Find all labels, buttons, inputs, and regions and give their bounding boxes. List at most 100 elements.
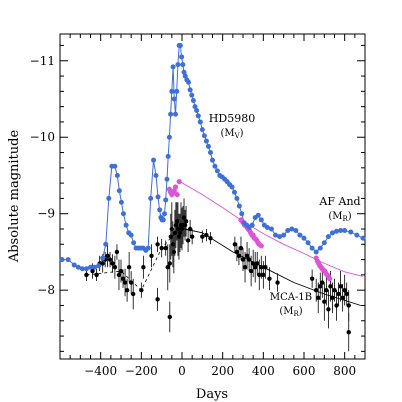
hd5980-point	[317, 245, 323, 251]
mca1b-point	[173, 222, 179, 228]
mca1b-point	[187, 226, 193, 232]
hd5980-point	[229, 184, 235, 190]
hd5980-point	[151, 157, 157, 163]
y-tick-label: −11	[30, 54, 55, 68]
hd5980-point	[71, 262, 77, 268]
mca1b-point	[338, 284, 343, 289]
mca1b-point	[320, 280, 325, 285]
mca1b-point	[189, 234, 195, 239]
hd5980-point	[329, 230, 335, 236]
hd5980-point	[174, 88, 180, 94]
hd5980-point	[192, 104, 198, 110]
afand-band: (MR)	[328, 211, 351, 223]
mca1b-point	[155, 242, 160, 247]
x-axis-label: Days	[196, 387, 228, 402]
hd5980-point	[59, 257, 65, 263]
hd5980-point	[112, 163, 118, 169]
hd5980-point	[118, 199, 124, 205]
axes: −400 −200 0 200 400 600 800 −8 −9 −10 −11	[30, 34, 366, 378]
mca1b-point	[244, 253, 250, 258]
mca1b-point	[155, 297, 160, 302]
hd5980-point	[273, 232, 279, 238]
x-tick-label: −200	[125, 364, 158, 378]
mca1b-point	[167, 314, 172, 320]
mca1b-point	[105, 253, 110, 258]
hd5980-point	[155, 194, 161, 200]
mca1b-point	[316, 295, 321, 301]
hd5980-point	[163, 197, 169, 203]
x-tick-label: −400	[84, 364, 117, 378]
hd5980-point	[201, 133, 207, 139]
hd5980-point	[334, 228, 340, 234]
mca1b-point	[200, 234, 205, 239]
hd5980-point	[268, 226, 274, 232]
hd5980-point	[342, 228, 348, 234]
mca1b-point	[232, 242, 238, 247]
hd5980-point	[169, 88, 175, 94]
mca1b-point	[171, 249, 177, 255]
mca1b-point	[246, 257, 252, 262]
mca1b-point	[263, 265, 268, 270]
hd5980-point	[96, 263, 102, 269]
hd5980-point	[207, 150, 213, 156]
mca1b-point	[169, 226, 175, 232]
hd5980-point	[277, 234, 283, 240]
mca1b-point	[261, 272, 266, 278]
mca1b-point	[255, 261, 260, 266]
hd5980-point	[195, 113, 201, 119]
x-tick-label: 200	[211, 364, 234, 378]
mca1b-point	[128, 280, 134, 285]
hd5980-point	[321, 240, 327, 246]
mca1b-point	[326, 307, 331, 312]
afand-label: AF And	[318, 195, 360, 208]
hd5980-point	[197, 119, 203, 125]
mca1b-point	[94, 272, 99, 278]
hd5980-point	[177, 42, 183, 48]
hd5980-point	[160, 217, 166, 223]
hd5980-point	[264, 224, 270, 230]
mca1b-point	[177, 230, 183, 236]
mca1b-point	[240, 257, 246, 262]
mca1b-point	[114, 249, 120, 255]
hd5980-point	[301, 235, 307, 241]
y-tick-label: −10	[30, 130, 55, 144]
mca1b-point	[118, 268, 124, 274]
hd5980-point	[194, 107, 200, 113]
hd5980-label: HD5980	[209, 112, 255, 125]
mca1b-point	[344, 291, 349, 297]
hd5980-point	[255, 212, 261, 218]
hd5980-point	[145, 245, 151, 251]
mca1b-point	[126, 265, 132, 270]
hd5980-point	[79, 266, 85, 272]
hd5980-point	[131, 240, 137, 246]
hd5980-point	[297, 232, 303, 238]
hd5980-point	[157, 207, 163, 213]
hd5980-point	[186, 79, 192, 85]
hd5980-point	[180, 62, 186, 68]
y-tick-label: −8	[37, 283, 55, 297]
hd5980-point	[205, 143, 211, 149]
hd5980-point	[348, 229, 354, 235]
x-tick-label: 400	[252, 364, 275, 378]
series-marks	[59, 42, 366, 352]
mca1b-label: MCA-1B	[270, 292, 312, 303]
hd5980-point	[210, 157, 215, 163]
hd5980-point	[164, 176, 170, 182]
hd5980-point	[100, 255, 106, 261]
hd5980-point	[128, 232, 134, 238]
series-labels: HD5980 (MV) AF And (MR) MCA-1B (MR)	[209, 112, 361, 318]
hd5980-point	[65, 257, 71, 263]
hd5980-point	[123, 222, 129, 228]
afand-fit-line	[179, 181, 364, 277]
mca1b-point	[149, 253, 154, 258]
hd5980-point	[179, 54, 185, 60]
afand-point	[258, 243, 264, 249]
afand-point	[174, 191, 180, 198]
mca1b-point	[175, 226, 181, 232]
hd5980-point	[190, 98, 196, 104]
afand-point	[172, 184, 179, 190]
hd5980-point	[106, 195, 112, 201]
hd5980-point	[325, 234, 331, 240]
hd5980-point	[354, 232, 360, 238]
